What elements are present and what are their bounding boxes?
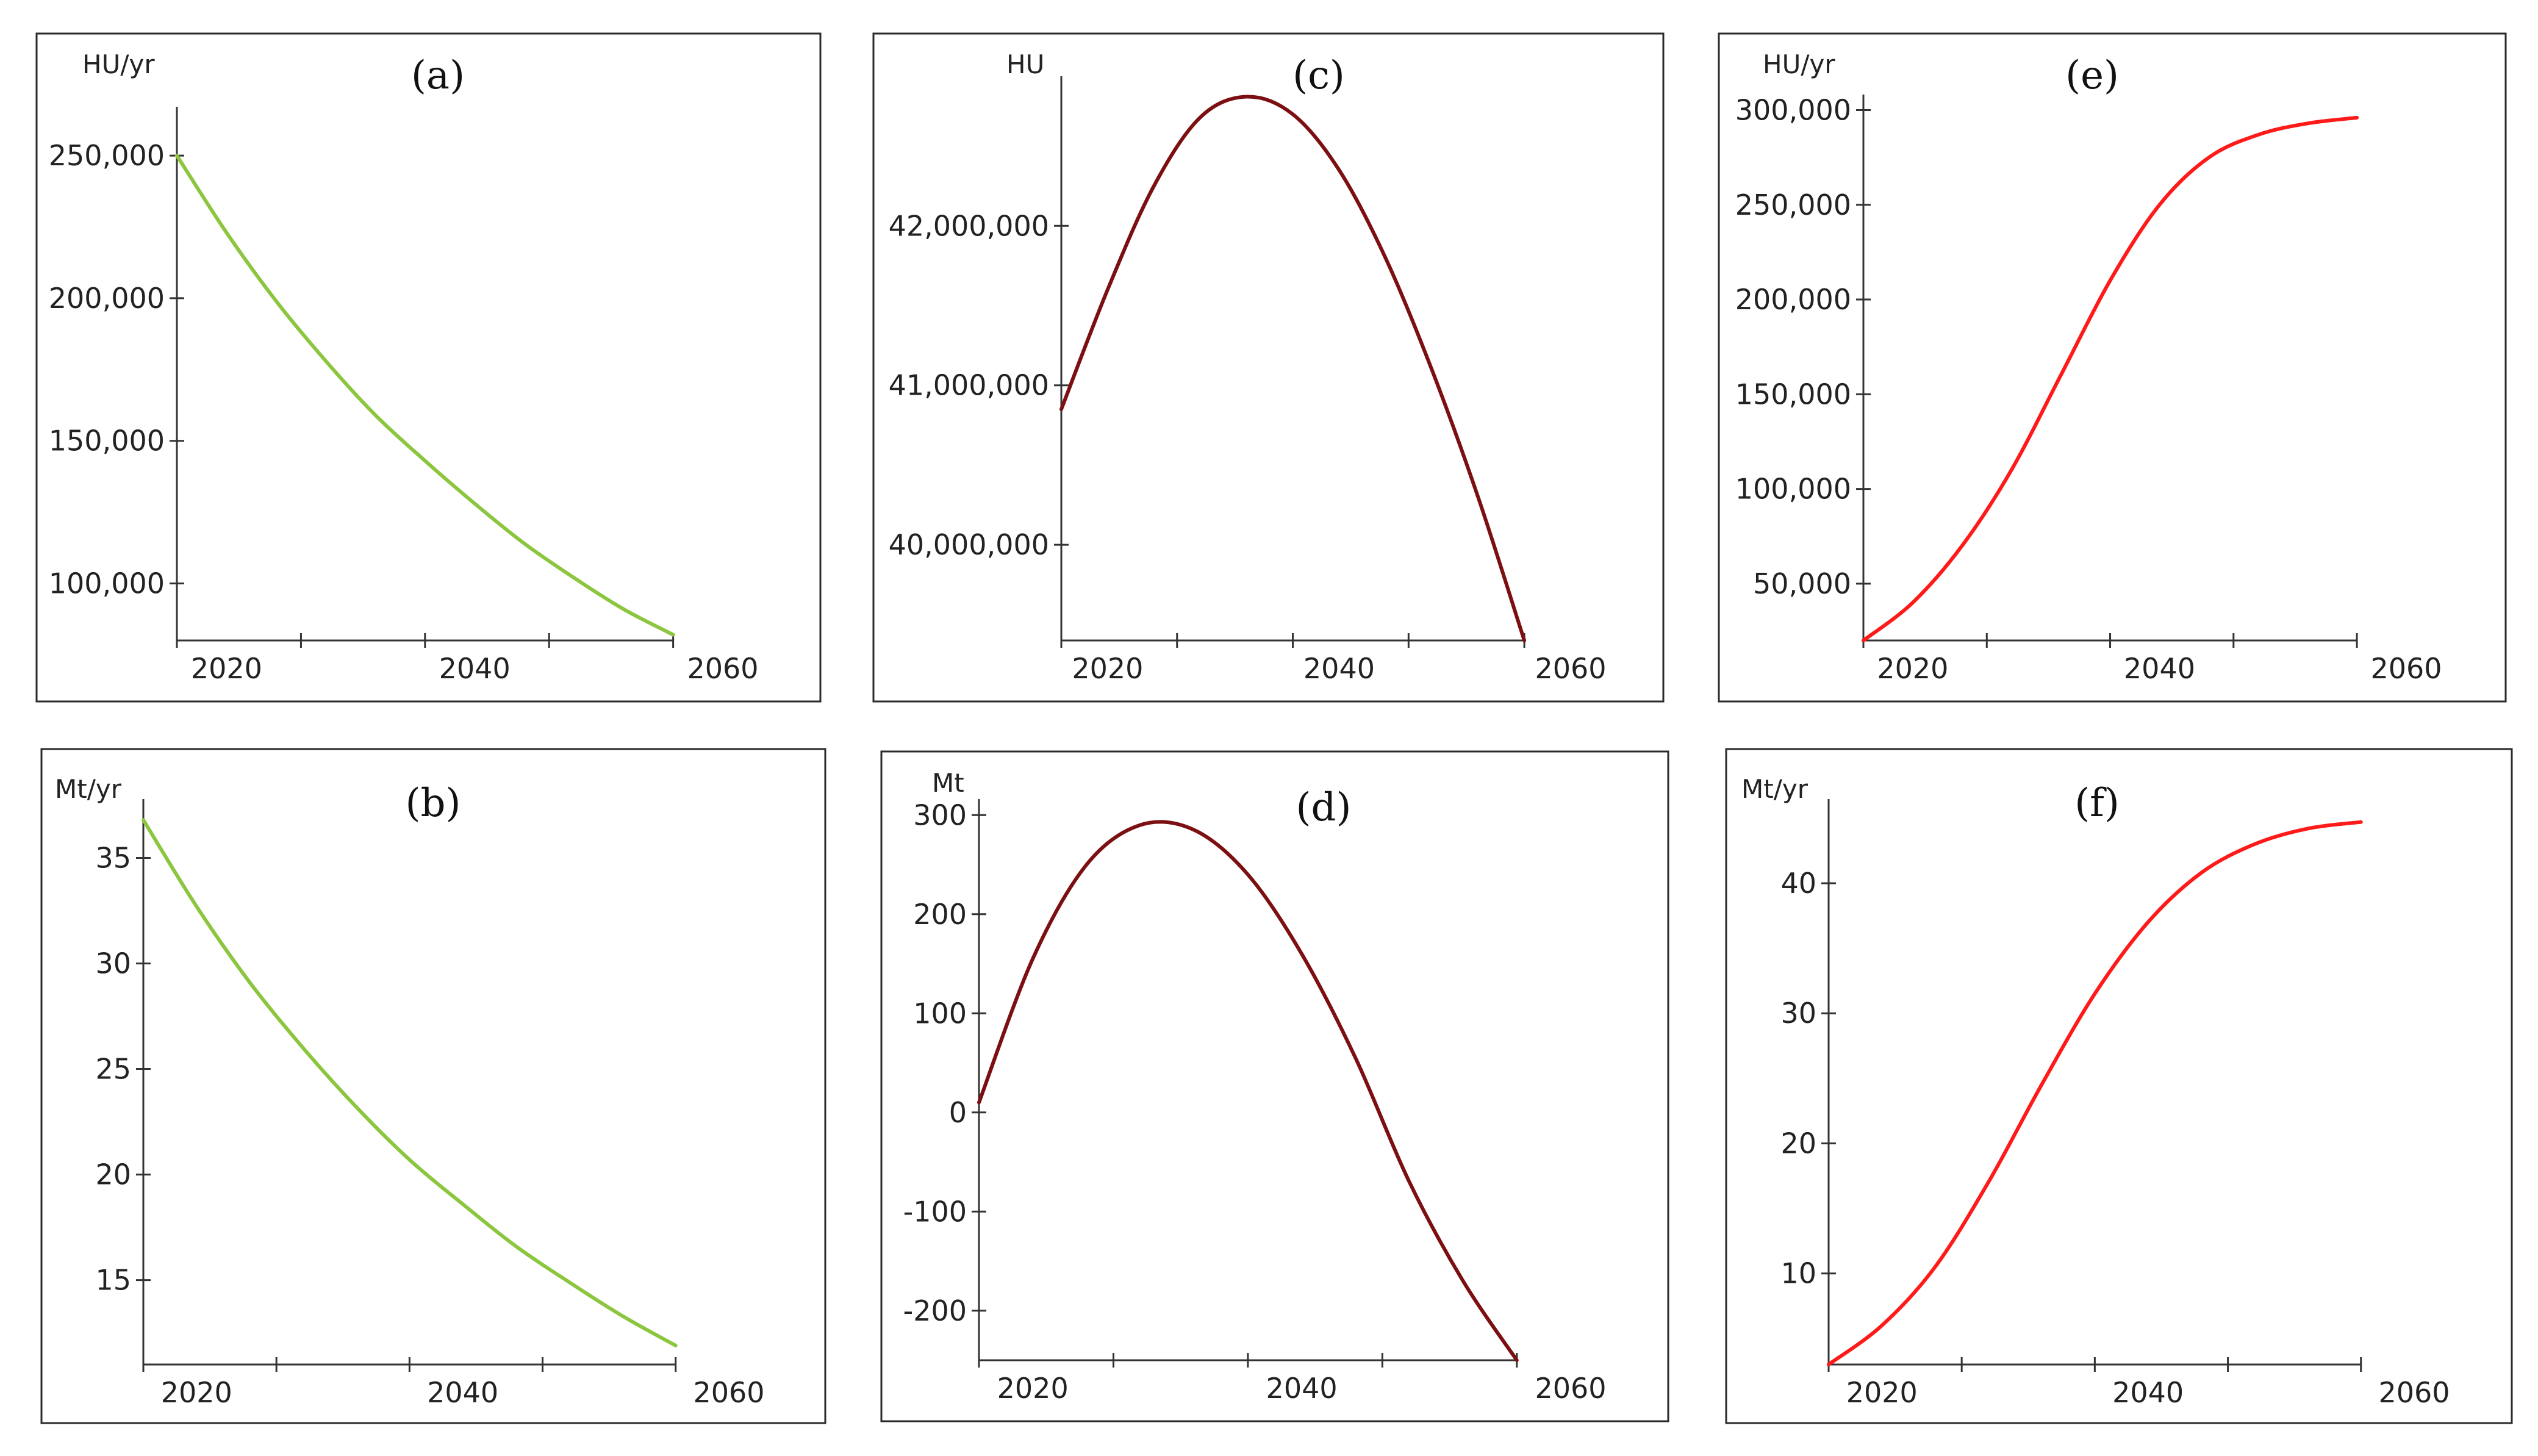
ticks: 2020 2040 2060 -200 -100 0 100 200 300 [903,798,1607,1405]
ticks: 2020 2040 2060 15 20 25 30 35 [95,842,764,1409]
y-tick-label: 20 [95,1158,131,1191]
y-tick-label: 20 [1780,1127,1816,1160]
series-line-0 [175,154,675,637]
panel-a: (a) HU/yr 2020 2040 2060 100,000 150,000 200,… [35,32,822,703]
panel-frame [35,32,822,703]
x-tick-label: 2020 [997,1372,1069,1405]
x-tick-label: 2020 [161,1376,232,1409]
y-unit-label: Mt [932,768,964,798]
y-tick-label: 250,000 [49,139,165,172]
y-tick-label: 40 [1780,867,1816,900]
series-line-0 [142,818,678,1347]
x-tick-label: 2040 [1303,652,1375,685]
y-tick-label: 50,000 [1753,567,1851,600]
y-unit-label: HU [1006,49,1044,79]
y-tick-label: 300,000 [1735,94,1851,127]
panel-frame [1725,748,2513,1424]
y-tick-label: 30 [1780,997,1816,1030]
panel-title: (f) [2074,781,2120,826]
panel-title: (d) [1296,785,1352,830]
x-tick-label: 2020 [1072,652,1143,685]
x-tick-label: 2060 [1535,1372,1606,1405]
panel-title: (c) [1292,53,1345,98]
x-tick-label: 2060 [2370,652,2442,685]
panel-b: (b) Mt/yr 2020 2040 2060 15 20 25 30 35 [40,748,826,1424]
x-tick-label: 2040 [2112,1376,2184,1409]
x-tick-label: 2040 [1266,1372,1338,1405]
x-tick-label: 2040 [427,1376,498,1409]
panel-frame [880,750,1669,1422]
series-group [175,154,675,637]
y-tick-label: 150,000 [1735,378,1851,411]
x-tick-label: 2020 [1846,1376,1918,1409]
x-tick-label: 2020 [1877,652,1948,685]
x-tick-label: 2040 [439,652,511,685]
panel-c: (c) HU 2020 2040 2060 40,000,000 41,000,000 4… [872,32,1665,703]
y-tick-label: 100,000 [1735,473,1851,506]
panel-f: (f) Mt/yr 2020 2040 2060 10 20 30 40 [1725,748,2513,1424]
y-tick-label: 35 [95,842,131,875]
y-tick-label: 0 [949,1096,967,1129]
series-group [142,818,678,1347]
series-group [1862,115,2359,642]
series-group [1827,820,2363,1366]
series-line-0 [1862,115,2359,642]
y-tick-label: 10 [1780,1257,1816,1290]
x-tick-label: 2060 [2378,1376,2450,1409]
panel-title: (e) [2065,53,2119,98]
panel-frame [872,32,1665,703]
y-unit-label: HU/yr [1763,49,1835,79]
series-line-0 [977,820,1519,1362]
x-tick-label: 2060 [1535,652,1606,685]
y-unit-label: HU/yr [82,49,155,79]
series-group [1059,95,1527,642]
x-tick-label: 2040 [2124,652,2195,685]
panel-d: (d) Mt 2020 2040 2060 -200 -100 0 100 200 300 [880,750,1669,1422]
y-tick-label: 25 [95,1053,131,1086]
y-tick-label: 100 [913,997,967,1030]
x-tick-label: 2060 [687,652,758,685]
y-tick-label: 300 [913,798,967,831]
y-tick-label: -200 [903,1294,967,1327]
series-line-0 [1059,95,1527,642]
y-tick-label: 150,000 [49,425,165,457]
y-tick-label: 30 [95,947,131,980]
panel-title: (b) [406,781,461,826]
series-group [977,820,1519,1362]
panel-e: (e) HU/yr 2020 2040 2060 50,000 100,000 150,0… [1718,32,2507,703]
x-tick-label: 2060 [693,1376,764,1409]
x-tick-label: 2020 [191,652,262,685]
panel-frame [40,748,826,1424]
series-line-0 [1827,820,2363,1366]
y-tick-label: 15 [95,1264,131,1297]
y-tick-label: 40,000,000 [889,528,1049,561]
y-unit-label: Mt/yr [1741,774,1809,804]
y-tick-label: 42,000,000 [889,209,1049,242]
ticks: 2020 2040 2060 40,000,000 41,000,000 42,000,0… [889,209,1607,685]
ticks: 2020 2040 2060 50,000 100,000 150,000 200,000 2… [1735,94,2442,685]
y-tick-label: 100,000 [49,567,165,600]
y-tick-label: 200,000 [1735,283,1851,316]
panel-title: (a) [411,53,465,98]
panel-frame [1718,32,2507,703]
y-tick-label: 200,000 [49,282,165,315]
y-unit-label: Mt/yr [55,774,122,804]
y-tick-label: -100 [903,1195,967,1228]
y-tick-label: 41,000,000 [889,369,1049,402]
ticks: 2020 2040 2060 10 20 30 40 [1780,867,2450,1409]
ticks: 2020 2040 2060 100,000 150,000 200,000 250,000 [49,139,759,685]
y-tick-label: 200 [913,898,967,931]
y-tick-label: 250,000 [1735,188,1851,221]
